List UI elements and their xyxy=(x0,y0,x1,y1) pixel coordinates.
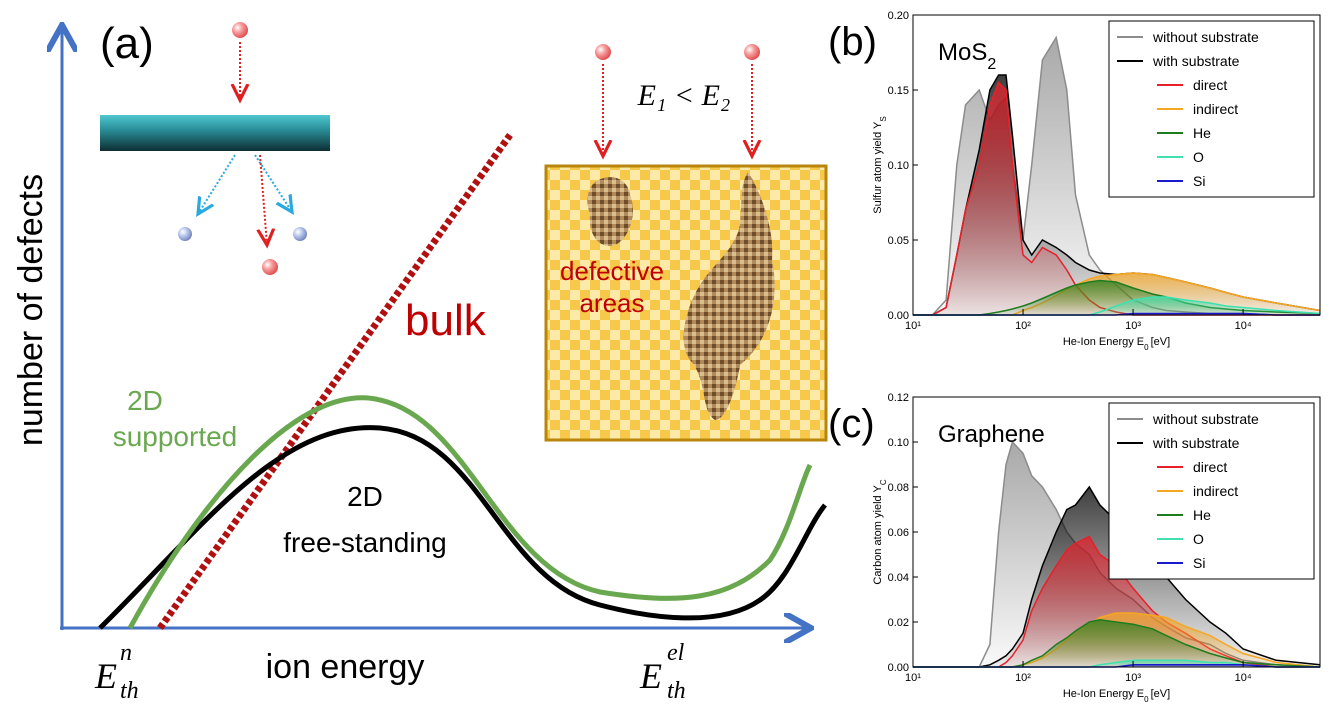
legend-label: without substrate xyxy=(1152,29,1259,45)
legend-label: O xyxy=(1193,531,1204,547)
ion xyxy=(744,44,760,60)
x-tick-label: 10¹ xyxy=(905,320,921,332)
y-tick-label: 0.10 xyxy=(888,160,909,172)
x-tick-label: 10⁴ xyxy=(1235,672,1252,684)
defect-label: defective xyxy=(560,256,664,286)
supported-label: supported xyxy=(113,421,238,452)
figure: (a) number of defects ion energy bulk 2D… xyxy=(0,0,1330,710)
panel-label: (a) xyxy=(100,19,154,68)
x-axis-label: He-Ion Energy E xyxy=(1063,688,1144,700)
free-standing-label: free-standing xyxy=(283,527,446,558)
y-axis-label: Sulfur atom yield YS xyxy=(872,116,888,213)
y-tick-label: 0.10 xyxy=(888,437,909,449)
x-axis-label: He-Ion Energy E0[eV] xyxy=(1063,336,1170,352)
panel-a: (a) number of defects ion energy bulk 2D… xyxy=(12,19,826,704)
x-tick-label: 10¹ xyxy=(905,672,921,684)
y-axis-label: Carbon atom yield Y xyxy=(872,485,884,585)
threshold-label: el xyxy=(667,640,685,666)
x-tick-label: 10³ xyxy=(1125,320,1141,332)
chart-title: MoS xyxy=(938,39,987,66)
y-tick-label: 0.08 xyxy=(888,482,909,494)
x-axis-label: ion energy xyxy=(266,648,425,686)
x-axis-label: He-Ion Energy E xyxy=(1063,336,1144,348)
legend-label: indirect xyxy=(1193,483,1238,499)
energy-relation: E₁ < E₂ xyxy=(637,79,731,112)
legend-label: He xyxy=(1193,125,1211,141)
y-tick-label: 0.15 xyxy=(888,85,909,97)
bulk-label: bulk xyxy=(405,296,487,345)
atom xyxy=(178,227,192,241)
chart-title: Graphene xyxy=(938,421,1045,448)
legend-label: direct xyxy=(1193,77,1227,93)
y-axis-label: S xyxy=(879,116,888,121)
x-axis-label: 0 xyxy=(1144,695,1149,704)
atom xyxy=(293,227,307,241)
ion-arrow xyxy=(260,155,267,245)
legend-label: Si xyxy=(1193,555,1205,571)
threshold-label: E xyxy=(639,656,662,696)
chart-title: 2 xyxy=(987,56,996,73)
y-tick-label: 0.05 xyxy=(888,235,909,247)
legend-label: without substrate xyxy=(1152,411,1259,427)
threshold-label: th xyxy=(667,678,686,704)
ion xyxy=(262,259,278,275)
legend-label: with substrate xyxy=(1152,53,1240,69)
legend-label: indirect xyxy=(1193,101,1238,117)
y-tick-label: 0.20 xyxy=(888,10,909,22)
y-axis-label: Sulfur atom yield Y xyxy=(872,121,884,214)
panel-label: (c) xyxy=(828,402,875,446)
defect-label: areas xyxy=(579,288,644,318)
x-axis-label: He-Ion Energy E0[eV] xyxy=(1063,688,1170,704)
free-standing-curve xyxy=(100,428,825,628)
legend-label: He xyxy=(1193,507,1211,523)
y-axis-label: Carbon atom yield YC xyxy=(872,479,888,584)
legend-label: with substrate xyxy=(1152,435,1240,451)
x-tick-label: 10² xyxy=(1015,672,1031,684)
ion xyxy=(595,44,611,60)
ion xyxy=(232,22,248,38)
y-axis-label: C xyxy=(879,479,888,485)
y-axis-label: number of defects xyxy=(12,174,50,446)
legend-label: direct xyxy=(1193,459,1227,475)
threshold-label: n xyxy=(120,640,132,666)
y-tick-label: 0.06 xyxy=(888,527,909,539)
x-axis-label: 0 xyxy=(1144,343,1149,352)
free-standing-label: 2D xyxy=(347,481,383,512)
threshold-label: th xyxy=(120,678,139,704)
x-tick-label: 10³ xyxy=(1125,672,1141,684)
threshold-label: E xyxy=(94,656,117,696)
y-tick-label: 0.02 xyxy=(888,617,909,629)
x-axis-label: [eV] xyxy=(1151,336,1171,348)
supported-label: 2D xyxy=(127,385,163,416)
y-tick-label: 0.04 xyxy=(888,572,909,584)
y-tick-label: 0.12 xyxy=(888,392,909,404)
chart-title: Graphene xyxy=(938,421,1045,448)
x-axis-label: [eV] xyxy=(1151,688,1171,700)
x-tick-label: 10⁴ xyxy=(1235,320,1252,332)
x-tick-label: 10² xyxy=(1015,320,1031,332)
sputter-arrow xyxy=(198,155,235,214)
legend-label: O xyxy=(1193,149,1204,165)
legend-label: Si xyxy=(1193,173,1205,189)
panel-label: (b) xyxy=(828,20,877,64)
nanosheet xyxy=(100,115,330,151)
